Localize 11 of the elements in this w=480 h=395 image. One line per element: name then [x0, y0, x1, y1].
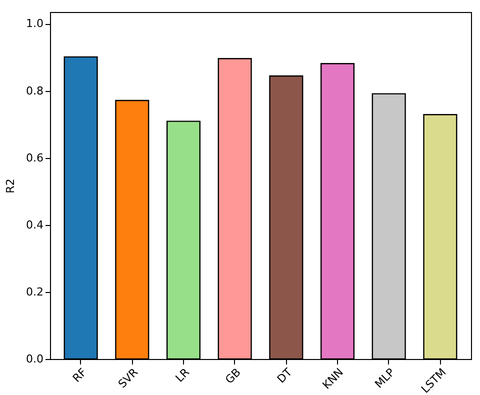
x-tick-label: DT — [274, 366, 295, 386]
y-axis-title: R2 — [4, 178, 18, 194]
x-tick-label: RF — [70, 366, 90, 385]
y-tick-label: 0.8 — [26, 84, 44, 98]
y-tick-label: 0.2 — [26, 285, 44, 298]
x-tick-label: GB — [222, 366, 244, 386]
y-tick-label: 0.4 — [26, 218, 44, 232]
y-tick-label: 1.0 — [26, 17, 44, 30]
y-tick-label: 0.0 — [26, 352, 44, 366]
y-tick-label: 0.6 — [26, 151, 44, 164]
x-tick-label: LR — [173, 366, 192, 385]
